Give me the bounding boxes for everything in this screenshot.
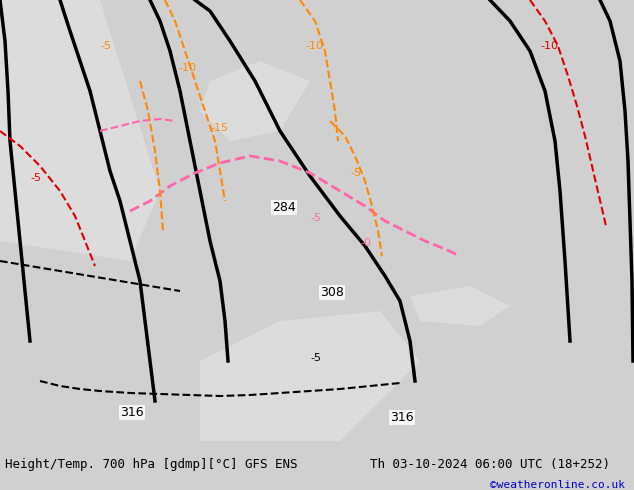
Text: -10: -10 [305,41,323,51]
Text: 316: 316 [120,406,144,419]
Text: 316: 316 [390,411,413,424]
Polygon shape [410,286,510,326]
Polygon shape [200,311,420,441]
Text: -15: -15 [210,123,228,133]
Text: -10: -10 [178,63,196,73]
Text: 284: 284 [272,201,295,214]
Polygon shape [200,61,310,141]
Text: -5: -5 [100,41,111,51]
Text: ©weatheronline.co.uk: ©weatheronline.co.uk [490,480,625,490]
Text: -5: -5 [310,213,321,223]
Text: Th 03-10-2024 06:00 UTC (18+252): Th 03-10-2024 06:00 UTC (18+252) [370,458,610,471]
Text: -5: -5 [30,173,41,183]
Text: -5: -5 [350,168,361,178]
Text: Height/Temp. 700 hPa [gdmp][°C] GFS ENS: Height/Temp. 700 hPa [gdmp][°C] GFS ENS [5,458,297,471]
Polygon shape [0,0,160,261]
Text: 308: 308 [320,286,344,299]
Text: -0: -0 [360,238,371,248]
Text: -10: -10 [540,41,558,51]
Text: -5: -5 [310,353,321,363]
